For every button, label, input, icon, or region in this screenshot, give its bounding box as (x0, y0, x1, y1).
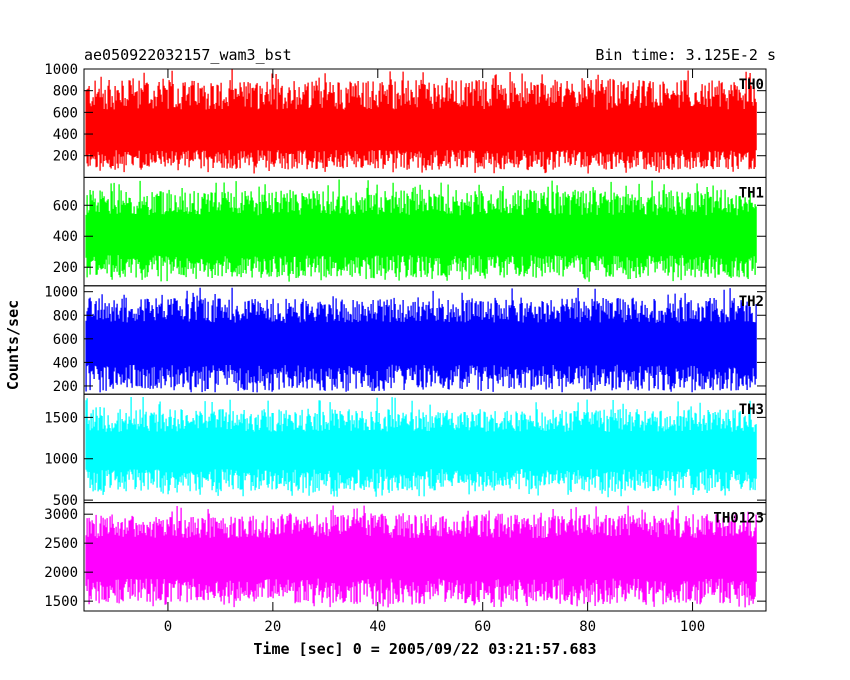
panel-th1: 200 400 600 TH1 (53, 176, 767, 287)
panel-label: TH0 (739, 77, 764, 93)
x-tick-label: 100 (680, 619, 705, 635)
panel-th2: 200 400 600 800 1000 TH2 (44, 285, 767, 395)
x-tick-label: 0 (164, 619, 172, 635)
x-tick-label: 60 (474, 619, 491, 635)
panel-label: TH3 (739, 402, 764, 418)
y-tick-label: 800 (53, 308, 78, 324)
panel-label: TH1 (739, 185, 764, 201)
panel-th3: 500 1000 1500 TH3 (44, 393, 767, 509)
x-axis-label: Time [sec] 0 = 2005/09/22 03:21:57.683 (253, 640, 596, 658)
panel-th0: 200 400 600 800 1000 TH0 (44, 62, 767, 178)
series-th3 (85, 397, 757, 498)
y-tick-label: 400 (53, 355, 78, 371)
panels-group: 200 400 600 800 1000 TH0 200 400 600 TH1 200 400 600… (44, 62, 767, 612)
y-tick-label: 600 (53, 198, 78, 214)
y-tick-label: 500 (53, 493, 78, 509)
y-tick-label: 200 (53, 149, 78, 165)
y-tick-label: 1500 (44, 410, 78, 426)
x-tick-label: 40 (369, 619, 386, 635)
y-axis-label: Counts/sec (4, 300, 22, 390)
figure-title: ae050922032157_wam3_bst (84, 46, 292, 64)
series-th0 (85, 69, 757, 174)
y-tick-label: 1500 (44, 594, 78, 610)
panel-th0123: 1500 2000 2500 3000 TH0123 (44, 502, 767, 612)
series-th0123 (85, 505, 757, 608)
y-tick-label: 3000 (44, 507, 78, 523)
y-tick-label: 200 (53, 379, 78, 395)
y-tick-label: 800 (53, 84, 78, 100)
series-th2 (85, 287, 757, 393)
y-tick-label: 400 (53, 229, 78, 245)
x-axis: 0 20 40 60 80 100 (164, 69, 705, 635)
y-tick-label: 2000 (44, 565, 78, 581)
y-tick-label: 1000 (44, 285, 78, 301)
y-tick-label: 1000 (44, 452, 78, 468)
x-tick-label: 80 (579, 619, 596, 635)
series-th1 (85, 179, 757, 282)
y-tick-label: 200 (53, 260, 78, 276)
y-tick-label: 600 (53, 105, 78, 121)
y-tick-label: 2500 (44, 536, 78, 552)
panel-label: TH2 (739, 294, 764, 310)
panel-frame (83, 502, 767, 612)
y-tick-label: 1000 (44, 62, 78, 78)
bin-time-label: Bin time: 3.125E-2 s (595, 46, 776, 64)
y-tick-label: 600 (53, 332, 78, 348)
y-tick-label: 400 (53, 127, 78, 143)
panel-label: TH0123 (713, 511, 764, 527)
x-tick-label: 20 (264, 619, 281, 635)
